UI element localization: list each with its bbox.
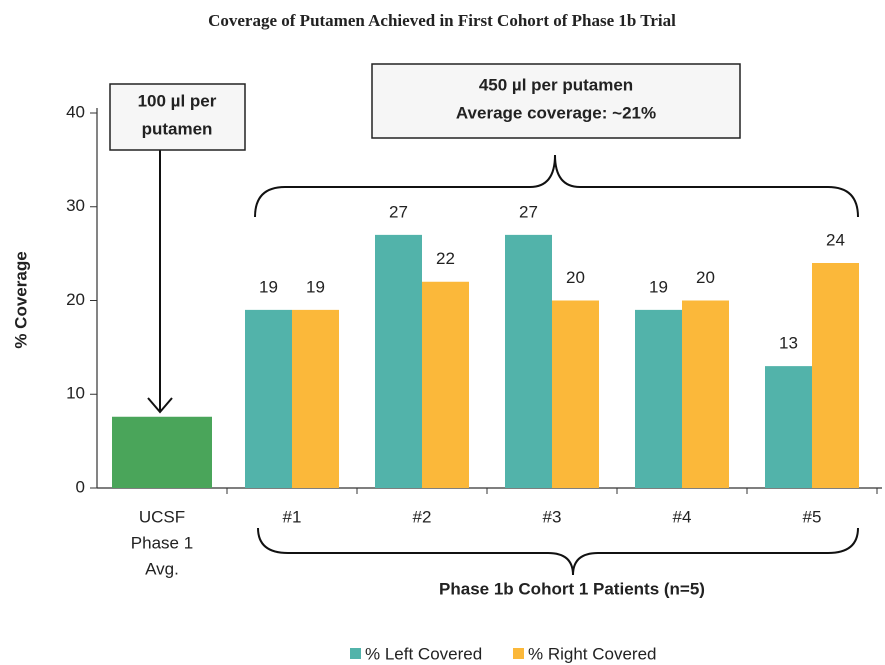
y-axis-label: % Coverage	[11, 251, 30, 348]
data-label: 22	[436, 249, 455, 268]
y-tick-label: 10	[66, 384, 85, 403]
x-tick-label: Avg.	[145, 559, 179, 578]
data-label: 20	[696, 268, 715, 287]
data-label: 19	[259, 277, 278, 296]
legend-label: % Right Covered	[528, 644, 657, 663]
data-label: 27	[389, 202, 408, 221]
x-tick-label: #1	[283, 507, 302, 526]
legend-swatch	[350, 648, 361, 659]
x-axis-label: Phase 1b Cohort 1 Patients (n=5)	[439, 579, 705, 598]
annotation-box	[109, 83, 246, 151]
annotation-box	[371, 63, 741, 139]
bar	[812, 263, 859, 488]
x-tick-label: #5	[803, 507, 822, 526]
bar	[505, 234, 552, 488]
annotation-text: Average coverage: ~21%	[456, 103, 656, 122]
x-tick-label: #2	[413, 507, 432, 526]
arrow-head	[147, 397, 173, 414]
bar	[765, 366, 812, 488]
bar	[292, 309, 339, 488]
annotation-text: putamen	[142, 119, 213, 138]
bar	[682, 300, 729, 488]
x-tick-label: #3	[543, 507, 562, 526]
bar	[112, 416, 212, 488]
data-label: 20	[566, 268, 585, 287]
legend-label: % Left Covered	[365, 644, 482, 663]
y-tick-label: 0	[76, 477, 85, 496]
annotation-text: 100 µl per	[138, 91, 217, 110]
y-tick-label: 40	[66, 102, 85, 121]
bar	[375, 234, 422, 488]
bottom-brace	[257, 527, 859, 576]
bar	[552, 300, 599, 488]
x-tick-label: UCSF	[139, 507, 185, 526]
data-label: 13	[779, 334, 798, 353]
top-brace	[254, 154, 859, 218]
x-tick-label: #4	[673, 507, 692, 526]
x-tick-label: Phase 1	[131, 533, 193, 552]
y-tick-label: 20	[66, 290, 85, 309]
data-label: 27	[519, 202, 538, 221]
data-label: 24	[826, 230, 845, 249]
data-label: 19	[306, 277, 325, 296]
y-tick-label: 30	[66, 196, 85, 215]
chart-title: Coverage of Putamen Achieved in First Co…	[208, 11, 676, 30]
annotation-text: 450 µl per putamen	[479, 75, 633, 94]
data-label: 19	[649, 277, 668, 296]
bar	[422, 281, 469, 488]
legend-swatch	[513, 648, 524, 659]
bar	[245, 309, 292, 488]
bar	[635, 309, 682, 488]
